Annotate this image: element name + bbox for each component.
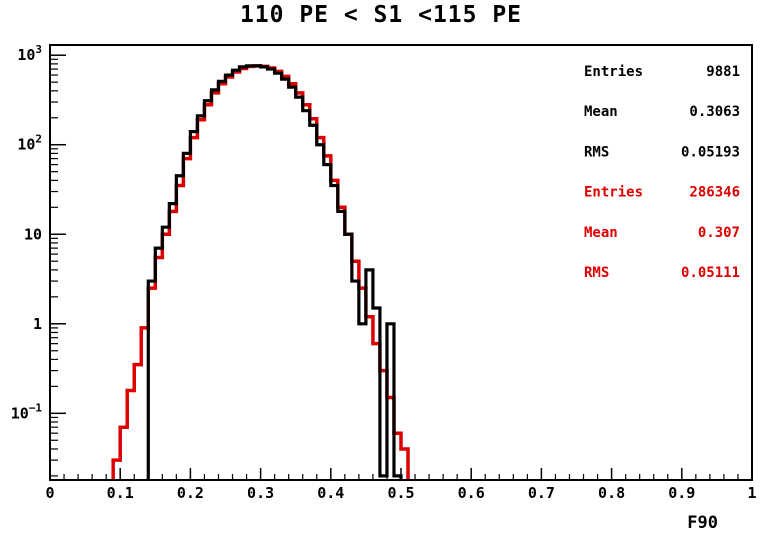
x-tick-label: 0.1 xyxy=(107,484,134,502)
stats-label: Mean xyxy=(584,104,618,120)
x-tick-label: 0.7 xyxy=(528,484,555,502)
axis-layer: 0 0.1 0.2 0.3 0.4 0.5 0.6 0.7 0.8 0.9 110310210110… xyxy=(11,43,757,502)
x-tick-label: 0.6 xyxy=(458,484,485,502)
chart-title: 110 PE < S1 <115 PE xyxy=(239,2,523,28)
histogram-series-1 xyxy=(111,64,410,480)
stats-value: 0.307 xyxy=(698,225,740,241)
y-tick-label: 1 xyxy=(33,315,42,333)
histogram-series-2 xyxy=(146,64,403,480)
stats-value: 9881 xyxy=(706,64,740,80)
y-tick-label: 10 xyxy=(24,225,42,243)
stats-value: 0.05193 xyxy=(681,144,740,160)
stats-box: Entries 9881 Mean 0.3063 RMS 0.05193 Entries 28… xyxy=(584,64,740,281)
stats-value: 0.3063 xyxy=(689,104,740,120)
y-tick-label: 103 xyxy=(17,43,42,64)
stats-label: RMS xyxy=(584,265,609,281)
x-tick-label: 0.3 xyxy=(247,484,274,502)
histogram-layer xyxy=(111,64,410,480)
x-axis-label: F90 xyxy=(687,513,718,533)
stats-value: 0.05111 xyxy=(681,265,740,281)
x-tick-label: 0.9 xyxy=(668,484,695,502)
stats-label: Mean xyxy=(584,225,618,241)
stats-label: Entries xyxy=(584,185,643,201)
stats-label: Entries xyxy=(584,64,643,80)
x-tick-label: 0.4 xyxy=(317,484,344,502)
stats-value: 286346 xyxy=(689,185,740,201)
stats-label: RMS xyxy=(584,144,609,160)
y-tick-label: 10−1 xyxy=(11,401,43,422)
x-tick-label: 1 xyxy=(747,484,756,502)
y-tick-label: 102 xyxy=(17,133,42,154)
x-tick-label: 0.8 xyxy=(598,484,625,502)
x-tick-label: 0.5 xyxy=(387,484,414,502)
x-tick-label: 0.2 xyxy=(177,484,204,502)
x-tick-label: 0 xyxy=(45,484,54,502)
